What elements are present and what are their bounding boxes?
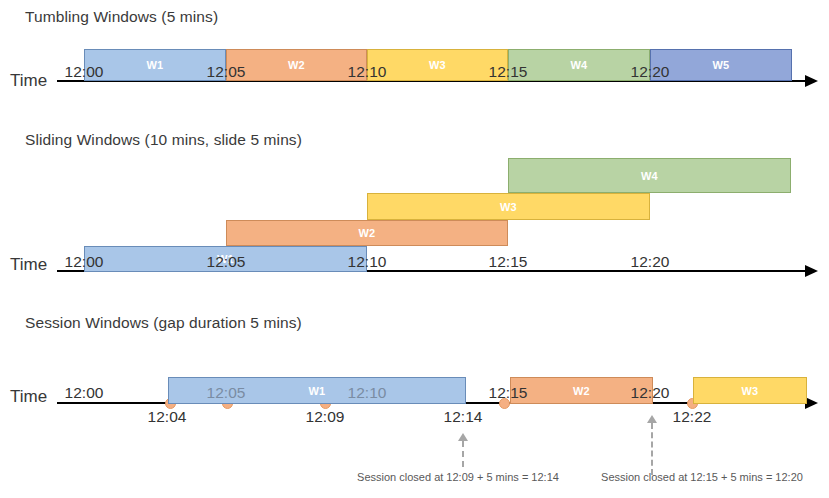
window-bar-w1: W1: [84, 246, 367, 272]
window-bar-w1: W1: [168, 377, 466, 404]
session-closed-annotation: Session closed at 12:09 + 5 mins = 12:14: [308, 471, 608, 483]
window-bar-w3: W3: [367, 193, 650, 220]
time-axis-line: [57, 80, 806, 82]
dashed-arrow-line: [462, 441, 464, 467]
window-label: W2: [358, 227, 375, 239]
window-label: W3: [741, 385, 758, 397]
tick-label: 12:10: [335, 63, 399, 80]
tick-label: 12:00: [52, 384, 116, 401]
time-axis-line: [57, 270, 806, 272]
event-dot: [165, 398, 176, 409]
tick-label: 12:05: [194, 63, 258, 80]
section-title: Sliding Windows (10 mins, slide 5 mins): [25, 131, 302, 149]
tick-label: 12:05: [194, 253, 258, 270]
axis-arrowhead-icon: [805, 397, 818, 409]
window-label: W1: [217, 253, 234, 265]
window-label: W2: [288, 59, 305, 71]
dashed-arrow-line: [651, 423, 653, 475]
window-label: W3: [429, 59, 446, 71]
tick-label: 12:15: [476, 384, 540, 401]
tick-label: 12:20: [618, 253, 682, 270]
window-label: W2: [573, 385, 590, 397]
tick-label: 12:20: [618, 63, 682, 80]
window-bar-w2: W2: [226, 49, 367, 81]
session-closed-annotation: Session closed at 12:15 + 5 mins = 12:20: [552, 471, 829, 483]
tick-label: 12:00: [52, 63, 116, 80]
dashed-arrow-head-icon: [458, 433, 468, 441]
section-title: Session Windows (gap duration 5 mins): [25, 314, 302, 332]
section-tumbling-windows: Tumbling Windows (5 mins) Time W1W2W3W4W…: [0, 0, 829, 498]
event-dot: [222, 398, 233, 409]
window-bar-w1: W1: [84, 49, 226, 81]
tick-label: 12:00: [52, 253, 116, 270]
event-time-label: 12:09: [293, 408, 357, 425]
tick-label: 12:15: [476, 63, 540, 80]
event-dot: [499, 398, 510, 409]
window-bar-w3: W3: [693, 377, 807, 404]
tick-label: 12:15: [476, 253, 540, 270]
event-dot: [320, 398, 331, 409]
event-time-label: 12:04: [135, 408, 199, 425]
sliding-diagram-layer: W4 W3 W2 W1 12:00 12:05 12:10 12:15 12:20: [0, 0, 829, 498]
window-bar-w5: W5: [650, 49, 792, 81]
event-time-label: 12:14: [431, 408, 495, 425]
tick-label: 12:10: [335, 253, 399, 270]
window-label: W4: [641, 170, 658, 182]
event-time-label: 12:22: [660, 408, 724, 425]
time-axis-line: [57, 402, 806, 404]
section-title: Tumbling Windows (5 mins): [25, 8, 218, 26]
session-diagram-layer: W1 W2 W3 12:00 12:05 12:10 12:15 12:20 12:04 12:0…: [0, 0, 829, 498]
window-label: W1: [146, 59, 163, 71]
window-bar-w2: W2: [226, 220, 508, 246]
window-bar-w2: W2: [510, 377, 653, 404]
axis-arrowhead-icon: [805, 265, 818, 277]
time-axis-label: Time: [10, 71, 47, 91]
time-axis-label: Time: [10, 255, 47, 275]
tick-label: 12:10: [335, 384, 399, 401]
window-label: W1: [308, 385, 325, 397]
window-label: W4: [570, 59, 587, 71]
tick-label: 12:05: [194, 384, 258, 401]
stream-windowing-diagram: Tumbling Windows (5 mins) Time W1W2W3W4W…: [0, 0, 829, 498]
window-label: W5: [712, 59, 729, 71]
tick-label: 12:20: [618, 384, 682, 401]
axis-arrowhead-icon: [805, 75, 818, 87]
window-bar-w4: W4: [508, 158, 791, 193]
time-axis-label: Time: [10, 387, 47, 407]
tumbling-diagram-layer: W1 W2 W3 W4 W5 12:00 12:05 12:10 12:15 12:20: [0, 0, 829, 498]
dashed-arrow-head-icon: [647, 415, 657, 423]
section-sliding-windows: Sliding Windows (10 mins, slide 5 mins) …: [0, 0, 829, 498]
event-dot: [687, 398, 698, 409]
window-label: W3: [500, 201, 517, 213]
window-bar-w3: W3: [367, 49, 508, 81]
window-bar-w4: W4: [508, 49, 650, 81]
section-session-windows: Session Windows (gap duration 5 mins) Ti…: [0, 0, 829, 498]
